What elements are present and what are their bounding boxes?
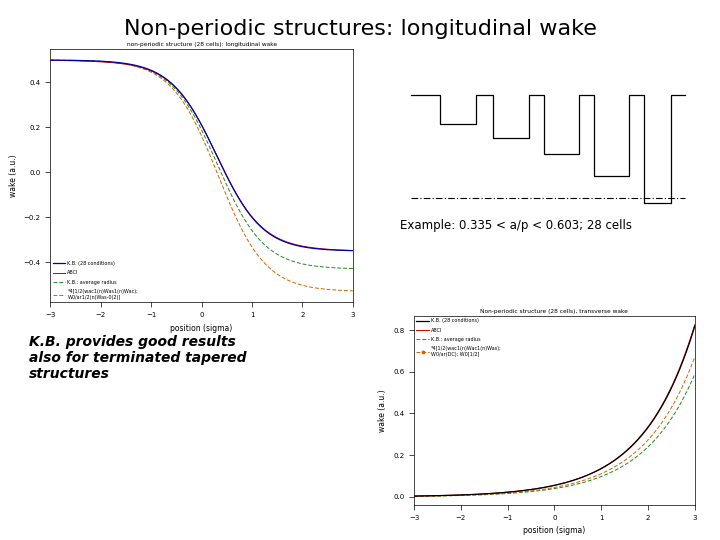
Text: Non-periodic structures: longitudinal wake: Non-periodic structures: longitudinal wa… (124, 19, 596, 39)
Legend: K.B. (28 conditions), ABCI, K.B.: average radius, *4[1/2(wac1(n)Wac1(n)Was);
W0/: K.B. (28 conditions), ABCI, K.B.: averag… (416, 319, 502, 357)
X-axis label: position (sigma): position (sigma) (171, 323, 233, 333)
Text: Example: 0.335 < a/p < 0.603; 28 cells: Example: 0.335 < a/p < 0.603; 28 cells (400, 219, 631, 232)
Title: Non-periodic structure (28 cells), transverse wake: Non-periodic structure (28 cells), trans… (480, 309, 629, 314)
X-axis label: position (sigma): position (sigma) (523, 526, 585, 535)
Y-axis label: wake (a.u.): wake (a.u.) (9, 154, 18, 197)
Legend: K.B. (28 conditions), ABCI, K.B.: average radius, *4[1/2(wac1(n)Was1(n)Wac);
W0/: K.B. (28 conditions), ABCI, K.B.: averag… (53, 261, 138, 300)
Text: K.B. provides good results
also for terminated tapered
structures: K.B. provides good results also for term… (29, 335, 246, 381)
Title: non-periodic structure (28 cells): longitudinal wake: non-periodic structure (28 cells): longi… (127, 42, 276, 47)
Y-axis label: wake (a.u.): wake (a.u.) (379, 389, 387, 431)
